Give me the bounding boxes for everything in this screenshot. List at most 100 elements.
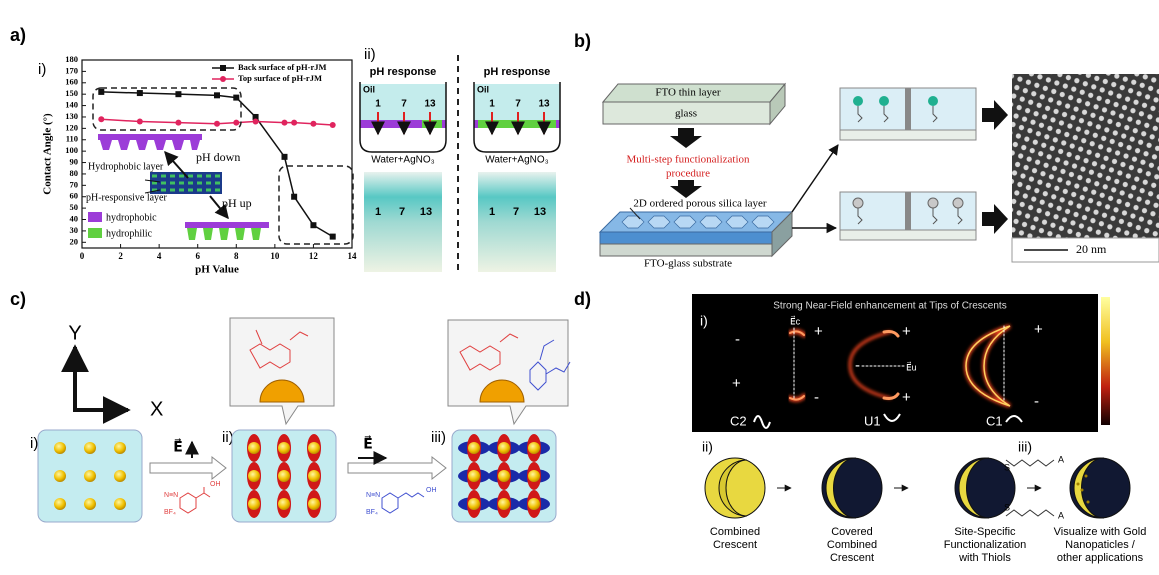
sign: +	[1034, 321, 1043, 338]
thiol-label: A	[1058, 510, 1064, 520]
thiol-label: S	[1004, 502, 1010, 512]
data-point	[330, 122, 336, 128]
page: a) i) 2030405060708090100110120130140150…	[0, 0, 1159, 575]
caption: Crescent	[713, 539, 757, 551]
y-tick-label: 110	[66, 134, 78, 144]
gold-particle	[84, 498, 96, 510]
y-tick-label: 90	[70, 156, 79, 166]
gold-particle	[468, 470, 480, 482]
gold-particle	[498, 470, 510, 482]
data-point	[310, 222, 316, 228]
legend-marker	[220, 65, 226, 71]
tem-image	[1012, 74, 1159, 262]
step-label: iii)	[1018, 439, 1032, 455]
y-tick-label: 80	[70, 168, 79, 178]
simulation-panel	[692, 294, 1098, 432]
callout	[230, 318, 334, 424]
panel-label: c)	[10, 289, 26, 309]
gold-particle	[84, 442, 96, 454]
gold-particle	[308, 470, 320, 482]
crescent-base	[705, 458, 765, 518]
x-tick-label: 0	[80, 251, 85, 261]
photo-label: 13	[534, 206, 546, 218]
x-tick-label: 6	[195, 251, 200, 261]
annotation: pH down	[196, 150, 240, 164]
step-label: i)	[30, 435, 38, 452]
shape	[230, 318, 334, 424]
annotation: pH-responsive layer	[86, 192, 167, 203]
caption: Covered	[831, 526, 873, 538]
y-tick-label: 30	[70, 225, 79, 235]
data-point	[291, 120, 297, 126]
sub-label: ii)	[364, 46, 376, 63]
gold-particle	[84, 470, 96, 482]
caption: Crescent	[830, 552, 874, 564]
step-label: iii)	[431, 429, 446, 446]
reagent-label: N≡N	[366, 492, 380, 499]
legend-label: Top surface of pH-rJM	[238, 73, 322, 83]
y-tick-label: 60	[70, 191, 79, 201]
shape	[187, 228, 261, 240]
data-point	[253, 119, 259, 125]
sign: +	[732, 375, 741, 392]
callout	[448, 320, 570, 424]
layer-label: FTO thin layer	[655, 87, 721, 99]
data-point	[310, 121, 316, 127]
photo	[364, 172, 442, 272]
y-tick-label: 70	[70, 179, 79, 189]
x-axis-title: pH Value	[195, 264, 239, 276]
data-point	[137, 90, 143, 96]
field-label: E⃗	[173, 438, 183, 455]
caption: Visualize with Gold	[1054, 526, 1147, 538]
beakers: pH responseOil1713Water+AgNO₃1713pH resp…	[360, 66, 560, 272]
shape	[853, 96, 863, 106]
shape	[953, 198, 963, 208]
data-point	[233, 120, 239, 126]
caption: Nanopaticles /	[1065, 539, 1136, 551]
reagent-label: N≡N	[164, 492, 178, 499]
block-arrow	[982, 100, 1008, 130]
y-tick-label: 50	[70, 202, 79, 212]
shape	[879, 96, 889, 106]
photo-label: 7	[513, 206, 519, 218]
beaker-title: pH response	[484, 66, 551, 78]
legend-marker	[220, 76, 226, 82]
gold-particle	[468, 498, 480, 510]
panel-label: b)	[574, 31, 591, 51]
y-tick-label: 150	[65, 88, 78, 98]
layer-label: FTO-glass substrate	[644, 258, 732, 270]
shape	[905, 88, 911, 130]
data-point	[175, 120, 181, 126]
thiol-label: A	[1058, 454, 1064, 464]
shape	[382, 493, 424, 513]
colorbar	[1101, 297, 1110, 425]
thiol-chain	[1006, 460, 1054, 466]
down-arrow	[670, 128, 702, 148]
key-swatch	[88, 212, 102, 222]
scale-label: 20 nm	[1076, 242, 1107, 256]
data-point	[98, 116, 104, 122]
x-tick-label: 2	[118, 251, 123, 261]
data-point	[282, 154, 288, 160]
sub-label: i)	[38, 61, 46, 78]
thiol-label: S	[1004, 462, 1010, 472]
gold-particle	[54, 470, 66, 482]
sign: +	[902, 323, 911, 340]
gold-particle	[528, 470, 540, 482]
ph-label: 1	[489, 99, 495, 110]
caption: Combined	[710, 526, 760, 538]
block-arrow	[982, 204, 1008, 234]
sign: -	[735, 331, 740, 348]
reagent-label: BF₄	[366, 509, 378, 516]
sign: +	[902, 389, 911, 406]
y-tick-label: 170	[65, 65, 78, 75]
photo-label: 7	[399, 206, 405, 218]
panel-label: d)	[574, 289, 591, 309]
y-tick-label: 40	[70, 213, 79, 223]
data-point	[291, 194, 297, 200]
y-tick-label: 160	[65, 77, 78, 87]
caption: Functionalization	[944, 539, 1027, 551]
y-tick-label: 120	[65, 122, 78, 132]
gold-particle	[248, 442, 260, 454]
gold-particle	[468, 442, 480, 454]
